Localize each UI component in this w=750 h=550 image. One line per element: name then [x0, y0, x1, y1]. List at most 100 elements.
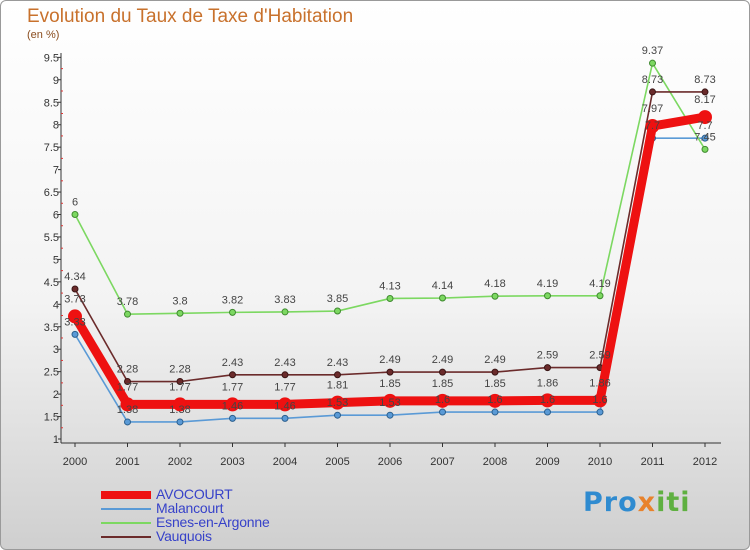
data-label-malancourt: 1.46 — [222, 400, 243, 412]
y-tick-label: 5.5 — [44, 232, 59, 244]
y-tick-label: 4.5 — [44, 277, 59, 289]
data-point-malancourt — [334, 411, 341, 419]
data-point-avocourt — [435, 393, 450, 408]
data-label-esnes: 3.82 — [222, 294, 243, 306]
data-label-malancourt: 7.7 — [697, 120, 712, 132]
data-point-avocourt — [540, 393, 555, 408]
x-tick-label: 2012 — [693, 456, 717, 468]
x-tick-label: 2001 — [115, 456, 139, 468]
data-label-vauquois: 2.43 — [327, 357, 348, 369]
data-point-esnes — [596, 292, 604, 300]
data-label-avocourt: 1.86 — [589, 377, 610, 389]
data-point-avocourt — [225, 397, 240, 412]
y-tick-label: 5 — [53, 254, 59, 266]
legend-item-avocourt: AVOCOURT — [101, 486, 421, 502]
data-point-malancourt — [176, 418, 184, 426]
y-tick-label: 1 — [53, 434, 59, 446]
y-tick-label: 4 — [53, 299, 59, 311]
x-tick-label: 2000 — [63, 456, 87, 468]
legend-swatch-esnes — [101, 522, 151, 524]
data-point-malancourt — [281, 414, 289, 422]
data-point-avocourt — [120, 397, 135, 412]
data-label-esnes: 4.18 — [484, 278, 505, 290]
data-label-avocourt: 1.77 — [117, 381, 138, 393]
data-point-vauquois — [439, 368, 446, 376]
data-label-vauquois: 2.28 — [169, 364, 190, 376]
data-labels: 3.33 1.38 1.38 1.46 1.46 1.53 1.53 1.6 1.6 1.6 1.6… — [64, 45, 715, 416]
x-tick-label: 2007 — [430, 456, 454, 468]
data-label-vauquois: 2.59 — [537, 350, 558, 362]
data-point-esnes — [649, 59, 656, 67]
data-point-malancourt — [71, 330, 79, 338]
data-label-vauquois: 2.49 — [432, 354, 453, 366]
legend-item-vauquois: Vauquois — [101, 528, 421, 544]
data-label-esnes: 4.19 — [537, 278, 558, 290]
data-point-malancourt — [439, 408, 446, 416]
axes: 1 1.5 2 2.5 3 3.5 4 4.5 5 5.5 6 6.5 7 7.5 8 8.5 9 9.5 2000… — [44, 52, 721, 468]
data-point-avocourt — [173, 397, 187, 412]
data-point-malancourt — [124, 418, 131, 426]
x-tick-label: 2010 — [588, 456, 612, 468]
data-label-malancourt: 1.38 — [169, 404, 190, 416]
y-tick-label: 2.5 — [44, 367, 59, 379]
data-label-esnes: 7.45 — [694, 131, 715, 143]
legend: AVOCOURT Malancourt Esnes-en-Argonne Vau… — [101, 486, 421, 544]
data-point-avocourt — [330, 395, 345, 410]
data-point-avocourt — [68, 309, 82, 324]
data-label-avocourt: 1.85 — [432, 378, 453, 390]
legend-label-vauquois: Vauquois — [156, 528, 212, 544]
x-tick-label: 2008 — [483, 456, 507, 468]
y-tick-label: 6.5 — [44, 187, 59, 199]
data-label-malancourt: 1.53 — [327, 397, 348, 409]
data-label-malancourt: 1.6 — [487, 394, 502, 406]
y-tick-label: 6 — [53, 210, 59, 222]
proxiti-logo: Proxiti — [583, 487, 691, 518]
data-point-esnes — [334, 307, 341, 315]
legend-label-malancourt: Malancourt — [156, 500, 224, 516]
x-tick-label: 2003 — [220, 456, 244, 468]
y-tick-label: 3 — [53, 344, 59, 356]
legend-swatch-vauquois — [101, 536, 151, 538]
data-point-esnes — [544, 292, 551, 300]
data-label-vauquois: 4.34 — [64, 271, 85, 283]
data-label-esnes: 6 — [72, 197, 78, 209]
data-point-malancourt — [544, 408, 551, 416]
data-point-esnes — [386, 294, 394, 302]
data-point-vauquois — [281, 371, 289, 379]
data-point-vauquois — [71, 285, 79, 293]
data-label-esnes: 3.85 — [327, 293, 348, 305]
legend-swatch-avocourt — [101, 491, 151, 499]
unit-label: (en %) — [27, 29, 60, 41]
data-point-vauquois — [124, 378, 131, 386]
data-label-avocourt: 1.77 — [222, 381, 243, 393]
data-label-esnes: 3.8 — [172, 295, 187, 307]
data-point-vauquois — [334, 371, 341, 379]
data-label-vauquois: 2.43 — [274, 357, 295, 369]
legend-label-avocourt: AVOCOURT — [156, 486, 233, 502]
data-label-vauquois: 2.28 — [117, 364, 138, 376]
data-point-vauquois — [491, 368, 499, 376]
data-point-esnes — [124, 310, 131, 318]
data-label-avocourt: 1.86 — [537, 377, 558, 389]
data-label-malancourt: 1.6 — [540, 394, 555, 406]
data-label-esnes: 3.83 — [274, 294, 295, 306]
data-label-malancourt: 3.33 — [64, 316, 85, 328]
data-point-vauquois — [176, 378, 184, 386]
y-tick-label: 1.5 — [44, 412, 59, 424]
data-point-esnes — [71, 211, 79, 218]
data-label-malancourt: 1.53 — [379, 397, 400, 409]
data-point-esnes — [281, 308, 289, 316]
legend-item-malancourt: Malancourt — [101, 500, 421, 516]
data-point-avocourt — [645, 119, 660, 134]
data-point-esnes — [491, 292, 499, 300]
data-label-malancourt: 1.6 — [592, 394, 607, 406]
data-point-esnes — [439, 294, 446, 302]
x-tick-label: 2011 — [641, 456, 665, 468]
legend-swatch-malancourt — [101, 508, 151, 510]
y-tick-label: 3.5 — [44, 322, 59, 334]
data-label-vauquois: 2.59 — [589, 350, 610, 362]
x-tick-label: 2006 — [378, 456, 402, 468]
data-point-avocourt — [593, 393, 607, 408]
data-point-avocourt — [488, 393, 502, 408]
